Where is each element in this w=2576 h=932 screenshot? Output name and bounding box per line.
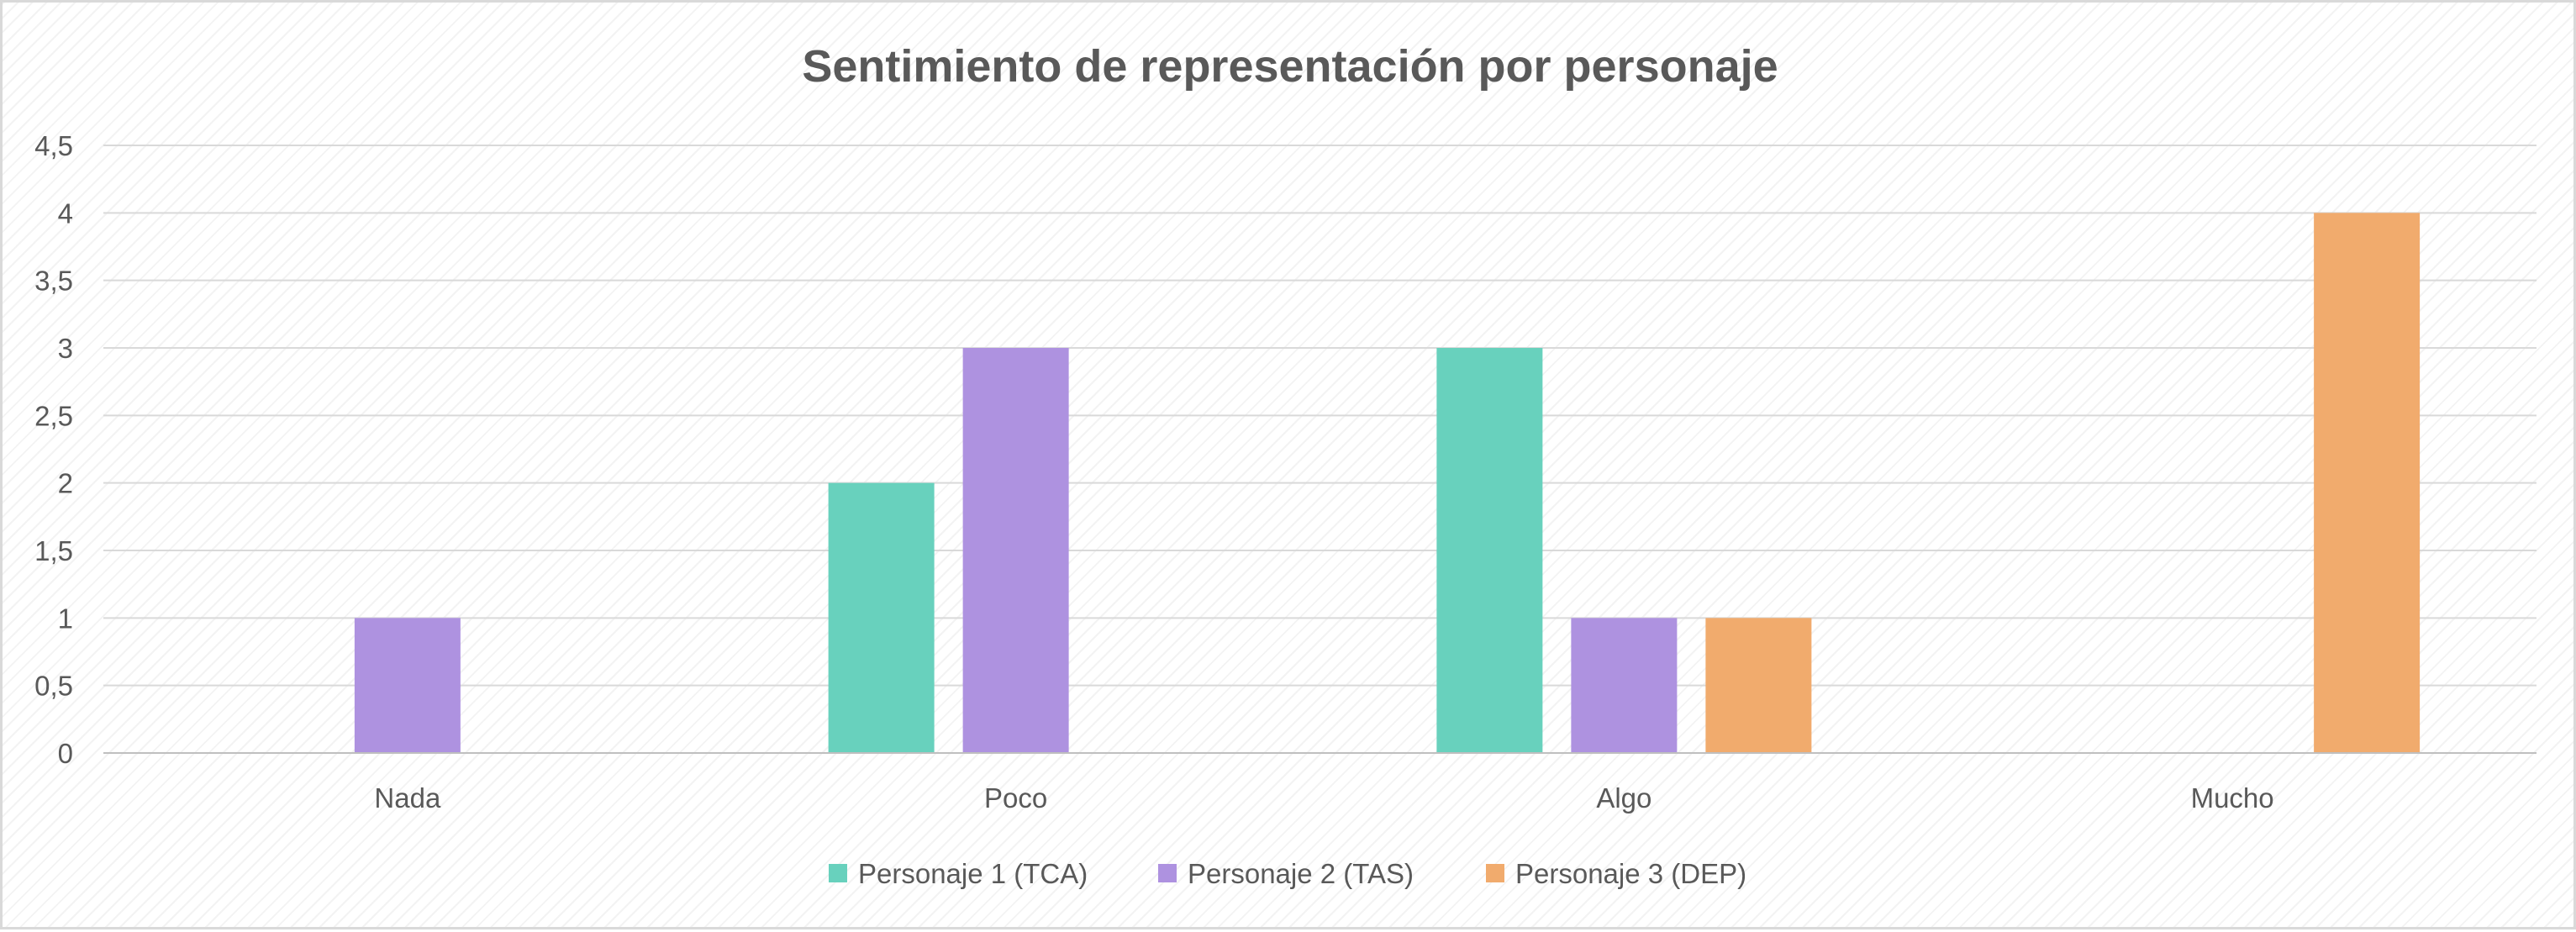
x-tick-label: Poco [984,782,1047,814]
legend-label: Personaje 3 (DEP) [1515,858,1746,889]
y-tick-label: 1,5 [34,535,73,566]
x-axis-tick-labels: Nada Poco Algo Mucho [374,782,2273,814]
bar [828,482,935,753]
legend-swatch [1158,864,1177,882]
bar [1571,618,1678,753]
y-tick-label: 2,5 [34,400,73,431]
y-tick-label: 0 [58,738,73,769]
y-tick-label: 2 [58,468,73,499]
bar-chart: Sentimiento de representación por person… [34,41,2536,889]
gridlines [103,145,2536,687]
y-tick-label: 4 [58,197,73,229]
x-tick-label: Nada [374,782,441,814]
y-tick-label: 3 [58,333,73,364]
y-tick-label: 1 [58,603,73,634]
x-tick-label: Algo [1596,782,1651,814]
chart-title: Sentimiento de representación por person… [802,41,1778,92]
y-axis-tick-labels: 0 0,5 1 1,5 2 2,5 3 3,5 4 4,5 [34,130,73,769]
bar [354,618,461,753]
x-tick-label: Mucho [2191,782,2274,814]
y-tick-label: 0,5 [34,671,73,702]
legend-swatch [1486,864,1504,882]
legend-label: Personaje 1 (TCA) [858,858,1088,889]
legend-label: Personaje 2 (TAS) [1188,858,1414,889]
bar [2314,213,2421,754]
bar [1436,348,1543,753]
legend: Personaje 1 (TCA) Personaje 2 (TAS) Person… [829,858,1746,889]
bar [1705,618,1812,753]
legend-swatch [829,864,847,882]
y-tick-label: 4,5 [34,130,73,161]
bars [354,213,2421,754]
bar [962,348,1069,753]
y-tick-label: 3,5 [34,266,73,297]
